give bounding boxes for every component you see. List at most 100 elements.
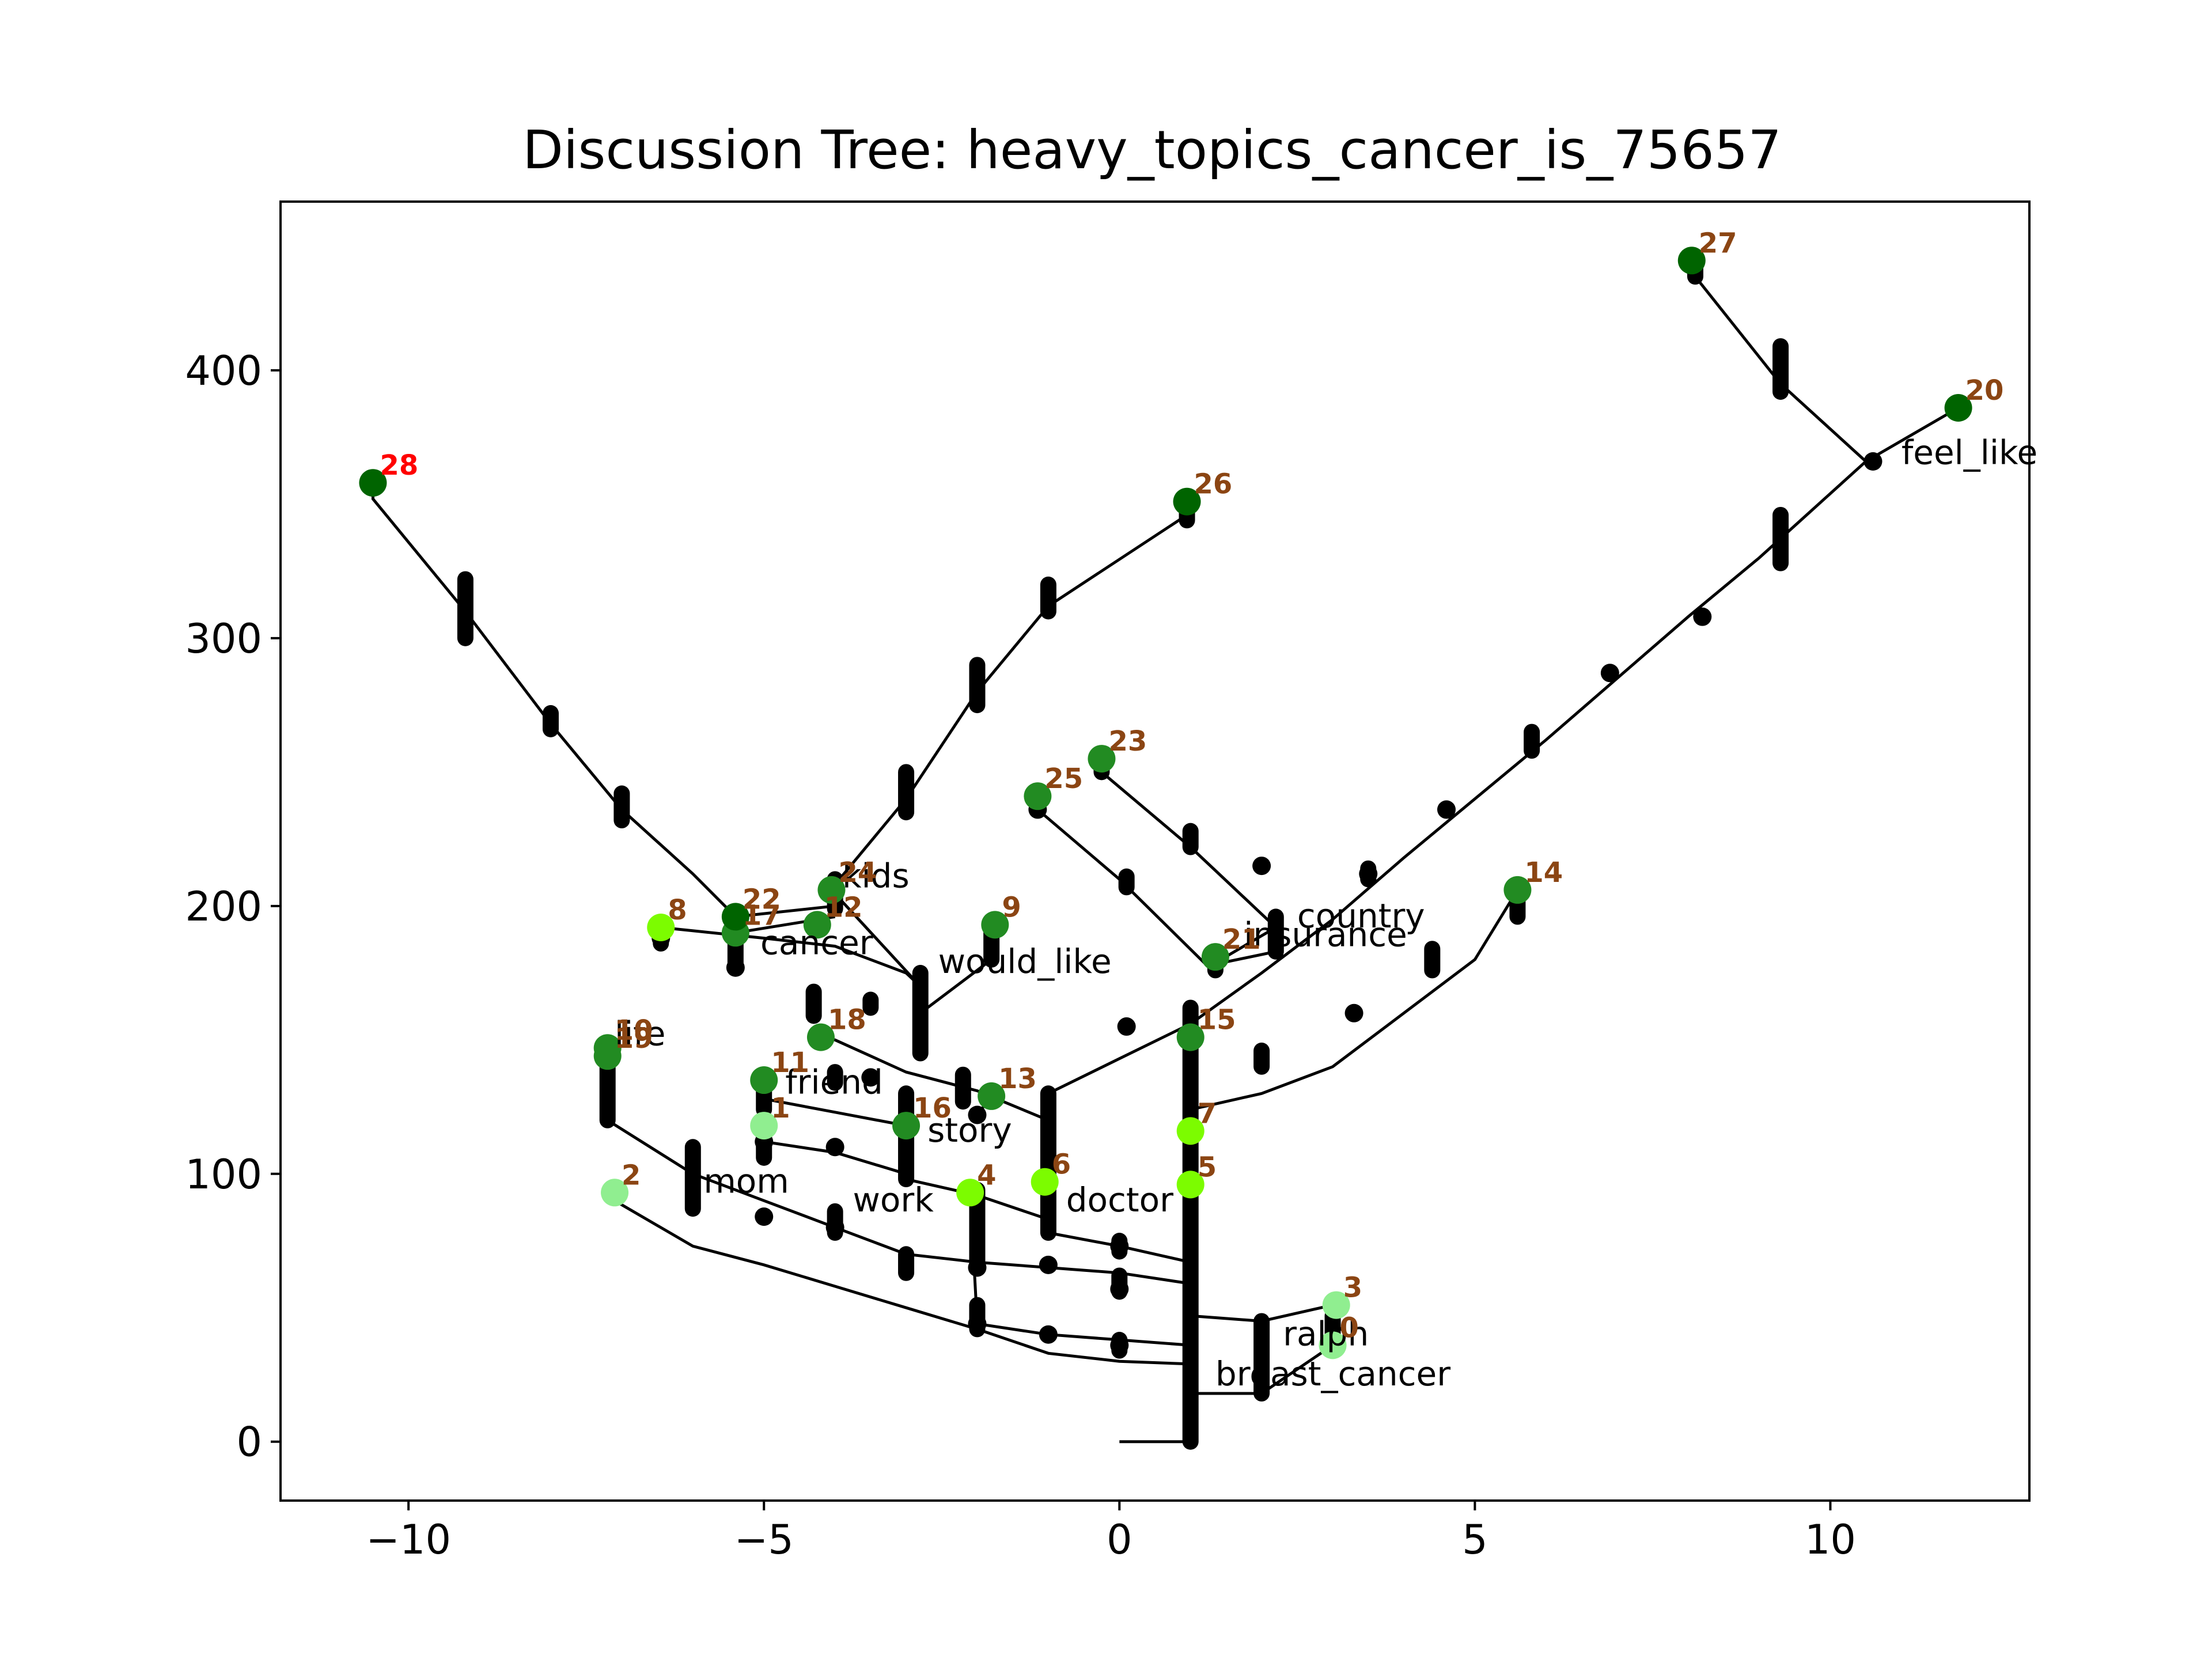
node-label-22: 22 xyxy=(743,883,781,915)
topic-label: breast_cancer xyxy=(1215,1354,1450,1393)
y-tick-label: 100 xyxy=(185,1151,262,1198)
edge-joint xyxy=(1117,1017,1136,1036)
node-label-3: 3 xyxy=(1343,1272,1362,1304)
tree-node-3 xyxy=(1322,1291,1350,1319)
tree-node-23 xyxy=(1088,745,1116,773)
topic-label: country xyxy=(1297,896,1425,935)
edge-joint xyxy=(825,1218,844,1237)
node-label-16: 16 xyxy=(913,1092,952,1124)
y-axis-ticks: 0 100 200 300 400 xyxy=(185,347,281,1466)
edge-joint xyxy=(1863,452,1883,471)
topic-label: kids xyxy=(842,856,910,895)
tree-edge xyxy=(371,483,835,919)
topic-label: friend xyxy=(785,1062,883,1101)
x-tick-label: 5 xyxy=(1462,1516,1488,1563)
tree-edge xyxy=(1190,889,1519,1111)
node-label-15: 15 xyxy=(1198,1004,1236,1036)
tree-node-27 xyxy=(1677,247,1706,275)
edge-joint xyxy=(755,1207,774,1226)
plot-frame xyxy=(279,200,2031,1502)
tree-edge xyxy=(834,501,1188,886)
edge-joint xyxy=(1600,664,1619,683)
tree-node-26 xyxy=(1173,487,1201,516)
tree-node-1 xyxy=(750,1112,778,1140)
node-label-21: 21 xyxy=(1222,923,1261,956)
tree-node-0 xyxy=(1319,1331,1347,1359)
topic-label: would_like xyxy=(938,942,1112,981)
topic-label: story xyxy=(927,1111,1012,1150)
tree-node-14 xyxy=(1503,876,1532,904)
node-label-28: 28 xyxy=(380,449,418,482)
y-tick-label: 0 xyxy=(236,1419,262,1466)
tree-node-4 xyxy=(956,1179,984,1207)
edge-joint xyxy=(1437,800,1456,819)
edge-joint xyxy=(1252,857,1271,876)
tree-junction-bars xyxy=(457,252,1789,1450)
node-label-7: 7 xyxy=(1198,1097,1217,1130)
edge-joint xyxy=(1039,1255,1058,1274)
tree-edge xyxy=(606,1048,1191,1285)
tree-node-25 xyxy=(1024,782,1052,810)
tree-node-12 xyxy=(803,911,831,939)
x-tick-label: −10 xyxy=(366,1516,451,1563)
chart-title: Discussion Tree: heavy_topics_cancer_is_… xyxy=(522,119,1782,181)
topic-label: feel_like xyxy=(1902,433,2037,472)
tree-node-13 xyxy=(978,1082,1006,1110)
tree-node-15 xyxy=(1176,1023,1205,1051)
node-label-23: 23 xyxy=(1108,725,1147,757)
topic-label: doctor xyxy=(1066,1180,1173,1219)
tree-node-6 xyxy=(1031,1168,1059,1196)
tree-node-2 xyxy=(601,1179,629,1207)
node-label-2: 2 xyxy=(622,1159,641,1191)
y-tick-label: 400 xyxy=(185,347,262,395)
edge-joint xyxy=(1039,1325,1058,1344)
node-label-4: 4 xyxy=(977,1159,996,1191)
topic-label: ralph xyxy=(1283,1314,1369,1353)
tree-edges xyxy=(371,260,1959,1444)
edge-joint xyxy=(825,1138,844,1157)
y-tick-label: 300 xyxy=(185,615,262,662)
x-tick-label: 0 xyxy=(1107,1516,1132,1563)
node-label-27: 27 xyxy=(1699,227,1737,259)
node-label-6: 6 xyxy=(1052,1149,1071,1181)
edge-joint xyxy=(1344,1003,1363,1022)
tree-edge xyxy=(613,1199,1191,1366)
edge-joint xyxy=(726,958,745,977)
tree-nodes xyxy=(359,247,1972,1359)
edge-joint xyxy=(968,1258,987,1277)
node-label-26: 26 xyxy=(1194,468,1233,501)
tree-node-18 xyxy=(806,1023,835,1051)
tree-node-28 xyxy=(359,469,387,497)
edge-joint xyxy=(968,1105,987,1124)
node-label-20: 20 xyxy=(1965,374,2004,407)
edge-joint xyxy=(1110,1279,1129,1298)
x-axis-ticks: −10 −5 0 5 10 xyxy=(366,1501,1856,1563)
node-label-0: 0 xyxy=(1340,1312,1359,1344)
node-label-11: 11 xyxy=(771,1047,809,1079)
tree-node-7 xyxy=(1176,1117,1205,1145)
topic-label: mom xyxy=(703,1161,789,1200)
node-label-5: 5 xyxy=(1198,1151,1217,1183)
edge-joint xyxy=(1359,865,1378,884)
node-label-13: 13 xyxy=(998,1063,1037,1095)
edge-joint xyxy=(1110,1336,1129,1355)
tree-node-21 xyxy=(1201,943,1229,971)
topic-label: work xyxy=(853,1180,934,1219)
tree-node-20 xyxy=(1944,394,1972,422)
edge-joint xyxy=(1110,1237,1129,1256)
tree-node-16 xyxy=(892,1112,921,1140)
node-label-14: 14 xyxy=(1524,857,1563,889)
tree-node-24 xyxy=(817,876,846,904)
topic-label: insurance xyxy=(1244,915,1407,955)
node-label-9: 9 xyxy=(1002,891,1021,923)
y-tick-label: 200 xyxy=(185,883,262,930)
node-label-1: 1 xyxy=(771,1092,790,1124)
x-tick-label: −5 xyxy=(734,1516,794,1563)
node-label-10: 10 xyxy=(615,1014,653,1047)
x-tick-label: 10 xyxy=(1805,1516,1856,1563)
node-label-19: 19 xyxy=(615,1022,653,1055)
node-label-24: 24 xyxy=(838,857,877,889)
node-label-8: 8 xyxy=(668,894,687,926)
